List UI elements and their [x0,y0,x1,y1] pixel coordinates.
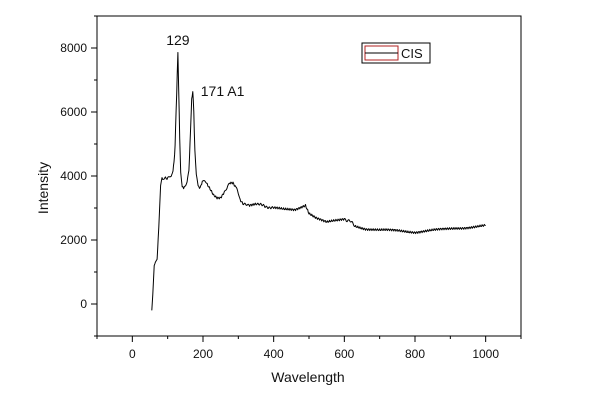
y-tick-label: 8000 [60,41,87,55]
y-tick-label: 0 [80,297,87,311]
x-tick-label: 600 [334,347,354,361]
plot-frame [96,15,522,337]
legend: CIS [361,42,431,64]
legend-label: CIS [401,46,423,61]
y-axis-title: Intensity [35,162,51,214]
y-tick-label: 2000 [60,233,87,247]
series-line-cis [151,52,486,311]
x-axis-title: Wavelength [271,369,344,385]
y-tick-label: 4000 [60,169,87,183]
peak-annotation: 129 [166,32,190,48]
x-tick-label: 200 [193,347,213,361]
x-tick-label: 800 [405,347,425,361]
x-tick-label: 400 [264,347,284,361]
peak-annotation: 171 A1 [201,83,245,99]
x-tick-label: 1000 [472,347,499,361]
y-tick-label: 6000 [60,105,87,119]
x-tick-label: 0 [129,347,136,361]
